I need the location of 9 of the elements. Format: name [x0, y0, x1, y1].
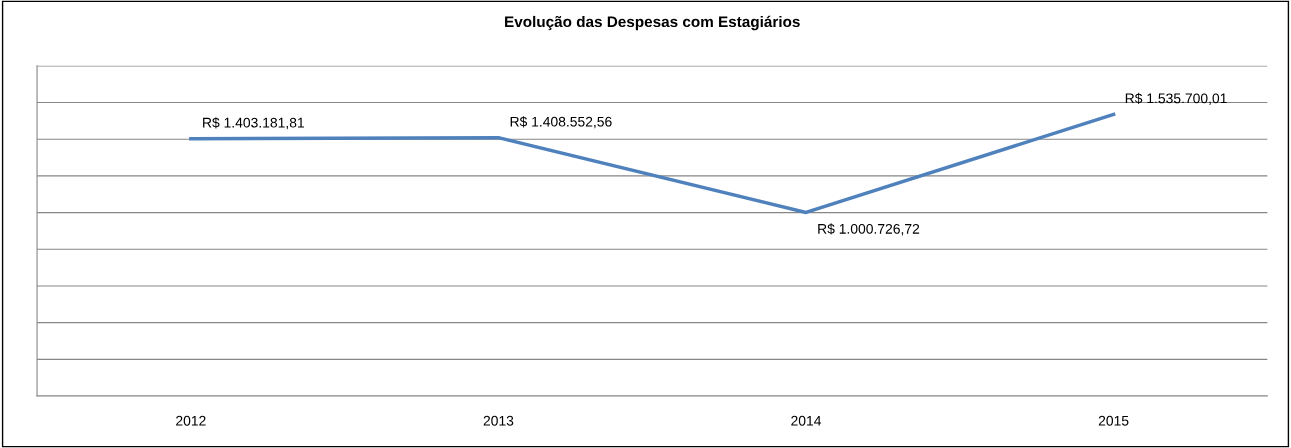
data-label: R$ 1.403.181,81: [203, 117, 304, 130]
data-label: R$ 1.535.700,01: [1125, 92, 1227, 105]
x-tick-label: 2014: [791, 415, 822, 426]
x-tick-label: 2015: [1098, 415, 1129, 426]
data-label: R$ 1.408.552,56: [510, 116, 612, 129]
chart-title: Evolução das Despesas com Estagiários: [505, 15, 800, 31]
x-tick-label: 2013: [483, 415, 514, 426]
x-tick-label: 2012: [176, 415, 206, 426]
data-label: R$ 1.000.726,72: [818, 223, 920, 236]
